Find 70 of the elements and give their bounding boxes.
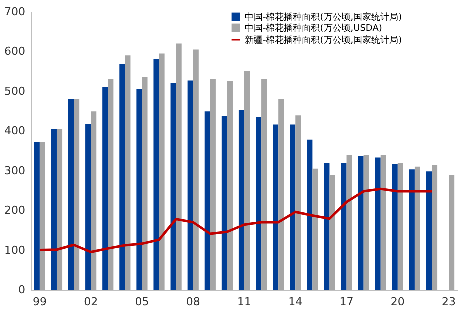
line-series (38, 188, 434, 254)
bar (136, 89, 142, 290)
legend-label: 新疆-棉花播种面积(万公顷,国家统计局) (245, 35, 402, 46)
bar (398, 163, 404, 290)
bar (159, 54, 165, 290)
bar (210, 80, 216, 290)
bar (204, 112, 210, 290)
bar (86, 124, 92, 290)
bar (307, 140, 313, 290)
bar (91, 112, 97, 290)
bar (312, 168, 318, 290)
x-tick-label: 05 (135, 296, 150, 308)
legend-label: 中国-棉花播种面积(万公顷,USDA) (245, 23, 382, 34)
bar (432, 165, 438, 290)
bar (375, 158, 381, 290)
bar (125, 56, 131, 290)
y-tick-label: 200 (4, 204, 26, 218)
bar (51, 130, 57, 290)
bar (392, 164, 398, 290)
bar (238, 110, 244, 290)
bar (154, 59, 160, 290)
y-tick-label: 100 (4, 244, 26, 257)
bar (414, 166, 420, 290)
bar (278, 99, 284, 290)
bar (380, 154, 386, 290)
bar (170, 83, 176, 290)
bar (324, 163, 330, 290)
x-tick-label: 20 (390, 296, 405, 308)
bar (341, 163, 347, 290)
legend-label: 中国-棉花播种面积(万公顷,国家统计局) (245, 12, 402, 23)
x-tick-label: 23 (442, 296, 456, 308)
bar (244, 71, 250, 290)
bar (40, 142, 46, 290)
bar (426, 172, 432, 290)
bar (409, 170, 415, 290)
bar (193, 50, 199, 290)
bar (364, 154, 370, 290)
x-tick-label: 17 (340, 296, 354, 308)
bar (256, 117, 262, 290)
bar (358, 156, 364, 290)
bar (120, 64, 126, 290)
y-tick-label: 300 (4, 164, 26, 178)
x-tick-label: 11 (238, 296, 252, 308)
bar (346, 154, 352, 290)
y-tick-label: 600 (4, 45, 26, 58)
bar (222, 116, 228, 290)
bar (290, 124, 296, 290)
x-tick-label: 99 (32, 296, 47, 308)
y-tick-label: 0 (18, 284, 26, 296)
x-tick-label: 08 (186, 296, 200, 308)
bar (330, 175, 336, 290)
x-tick-label: 14 (288, 296, 303, 308)
bar (449, 175, 455, 290)
bar (68, 98, 74, 290)
bar (108, 80, 114, 290)
bar (262, 80, 268, 290)
bar (142, 78, 148, 290)
bar (188, 80, 194, 290)
y-tick-label: 700 (4, 6, 26, 18)
bar (296, 116, 302, 290)
y-tick-label: 400 (4, 124, 26, 138)
bar (56, 129, 63, 290)
bar (176, 44, 182, 290)
y-tick-label: 500 (4, 84, 26, 98)
bar (227, 82, 233, 290)
bar (74, 98, 80, 290)
bar (273, 124, 279, 290)
bar (102, 87, 108, 290)
bar (34, 142, 40, 290)
x-tick-label: 02 (84, 296, 98, 308)
